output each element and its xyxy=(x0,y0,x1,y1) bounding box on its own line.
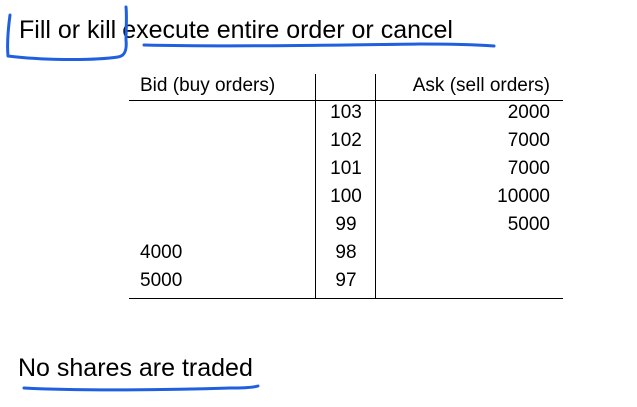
bottom-rule xyxy=(129,298,563,299)
price-cell: 98 xyxy=(335,242,357,263)
price-ask-separator xyxy=(375,74,376,298)
ask-cell: 10000 xyxy=(497,186,550,207)
title-term: Fill or kill xyxy=(19,16,117,44)
price-cell: 99 xyxy=(335,214,357,235)
ask-cell: 7000 xyxy=(507,130,550,151)
price-cell: 100 xyxy=(330,186,362,207)
ask-cell: 7000 xyxy=(507,158,550,179)
price-cell: 102 xyxy=(330,130,362,151)
header-ask: Ask (sell orders) xyxy=(412,75,550,96)
header-bid: Bid (buy orders) xyxy=(140,75,276,96)
header-divider xyxy=(129,100,563,101)
price-cell: 97 xyxy=(335,270,357,291)
price-cell: 103 xyxy=(330,102,362,123)
bid-cell: 4000 xyxy=(140,242,183,263)
ask-cell: 2000 xyxy=(507,102,550,123)
bid-price-separator xyxy=(315,74,316,298)
order-book-table: Bid (buy orders) Ask (sell orders) 103 2… xyxy=(129,73,563,299)
title-description: execute entire order or cancel xyxy=(122,16,453,44)
conclusion-text: No shares are traded xyxy=(18,354,253,382)
bid-cell: 5000 xyxy=(140,270,183,291)
slide-title: Fill or kill execute entire order or canc… xyxy=(19,12,453,48)
price-cell: 101 xyxy=(330,158,362,179)
conclusion-underline xyxy=(22,384,260,392)
ask-cell: 5000 xyxy=(507,214,550,235)
